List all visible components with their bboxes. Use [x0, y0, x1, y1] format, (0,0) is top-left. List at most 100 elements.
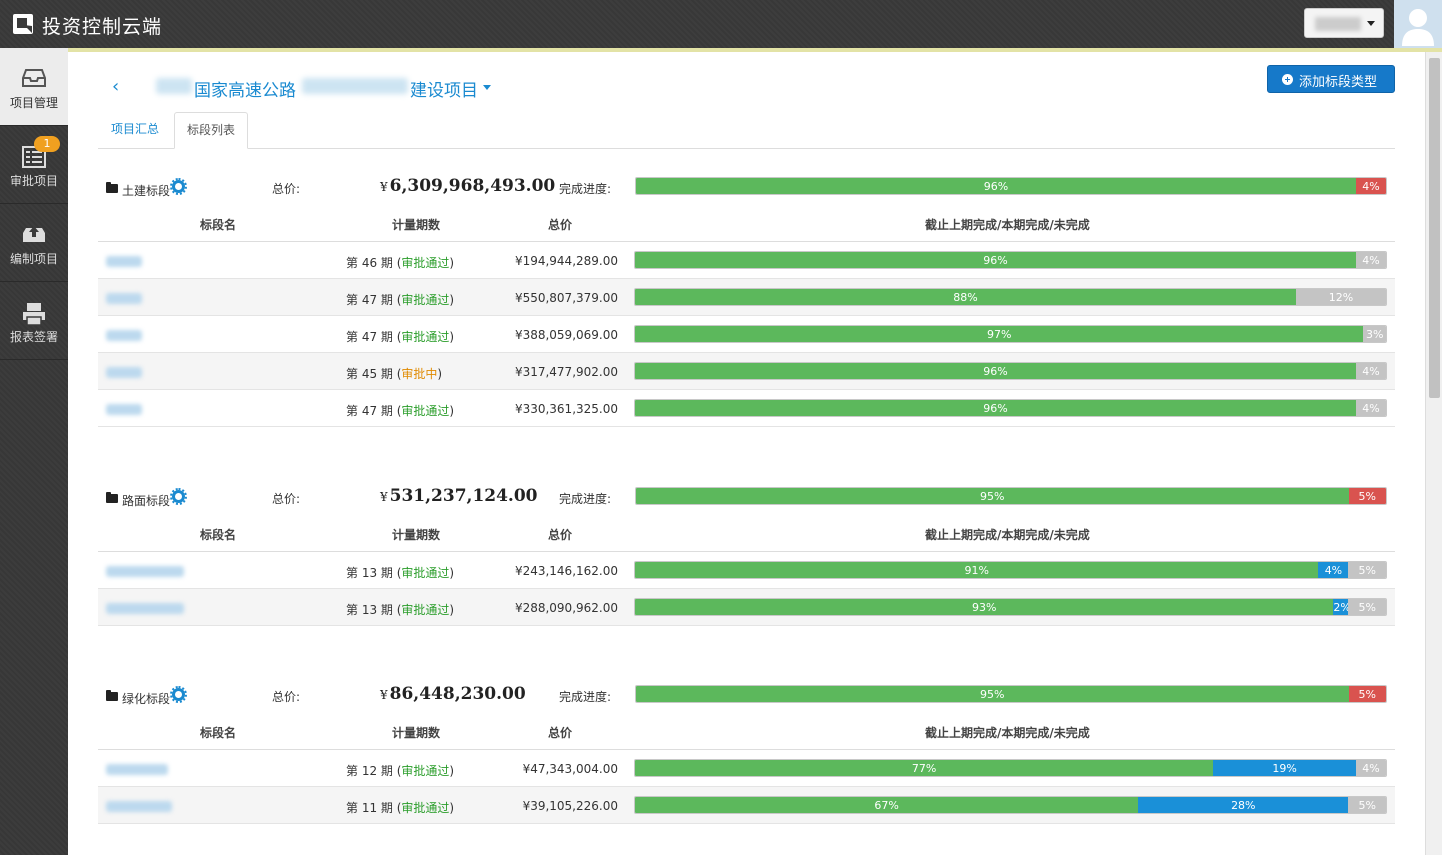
col-total-header: 总价: [548, 726, 573, 740]
progress-done-segment: 97%: [635, 326, 1364, 342]
section-row-name-redacted[interactable]: [106, 764, 168, 775]
approval-status: 审批通过: [401, 293, 450, 307]
col-total-header: 总价: [548, 218, 573, 232]
section-row-name-redacted[interactable]: [106, 256, 142, 267]
progress-current-segment: 2%: [1333, 599, 1349, 615]
scrollbar-track[interactable]: [1425, 52, 1442, 855]
period-cell: 第 47 期 (审批通过): [346, 330, 455, 344]
table-row: 第 45 期 (审批中) ¥317,477,902.00 96% 4%: [98, 353, 1395, 390]
progress-remaining-segment: 3%: [1363, 326, 1386, 342]
progress-done-segment: 96%: [635, 363, 1356, 379]
sidebar-item-compile[interactable]: 编制项目: [0, 204, 68, 282]
approval-status: 审批通过: [401, 764, 450, 778]
back-chevron-icon[interactable]: ‹: [112, 76, 120, 97]
section-row-name-redacted[interactable]: [106, 367, 142, 378]
period-cell: 第 45 期 (审批中): [346, 367, 443, 381]
sidebar-item-approval[interactable]: 1 审批项目: [0, 126, 68, 204]
period-cell: 第 46 期 (审批通过): [346, 256, 455, 270]
progress-remaining-segment: 4%: [1355, 363, 1386, 379]
row-progress-bar: 67% 28% 5%: [634, 796, 1387, 814]
row-amount: ¥388,059,069.00: [514, 328, 618, 342]
table-header: 标段名 计量期数 总价 截止上期完成/本期完成/未完成: [98, 204, 1395, 242]
row-progress-bar: 77% 19% 4%: [634, 759, 1387, 777]
progress-done-segment: 67%: [635, 797, 1139, 813]
row-progress-bar: 91% 4% 5%: [634, 561, 1387, 579]
approval-status: 审批通过: [401, 256, 450, 270]
add-section-type-button[interactable]: 添加标段类型: [1267, 65, 1395, 93]
row-amount: ¥47,343,004.00: [522, 762, 618, 776]
top-bar: 投资控制云端: [0, 0, 1442, 48]
folder-icon: [106, 690, 118, 701]
col-progress-header: 截止上期完成/本期完成/未完成: [925, 528, 1090, 542]
row-progress-bar: 96% 4%: [634, 399, 1387, 417]
progress-done-segment: 77%: [635, 760, 1214, 776]
section-row-name-redacted[interactable]: [106, 801, 172, 812]
section-header: 土建标段 总价: ¥6,309,968,493.00 完成进度: 96% 4%: [98, 168, 1395, 204]
approval-status: 审批通过: [401, 603, 450, 617]
progress-done-segment: 96%: [635, 252, 1356, 268]
section-row-name-redacted[interactable]: [106, 404, 142, 415]
progress-done-segment: 96%: [636, 178, 1356, 194]
progress-done-segment: 96%: [635, 400, 1356, 416]
table-row: 第 13 期 (审批通过) ¥288,090,962.00 93%2%5%: [98, 589, 1395, 626]
row-amount: ¥550,807,379.00: [514, 291, 618, 305]
table-header: 标段名 计量期数 总价 截止上期完成/本期完成/未完成: [98, 712, 1395, 750]
printer-icon: [23, 303, 45, 326]
sidebar-item-label: 编制项目: [9, 252, 58, 266]
user-icon: [1402, 9, 1434, 46]
row-progress-bar: 93%2%5%: [634, 598, 1387, 616]
sidebar-item-project-management[interactable]: 项目管理: [0, 48, 68, 126]
gear-icon[interactable]: [170, 178, 187, 195]
section-total: ¥86,448,230.00: [380, 684, 526, 704]
checklist-icon: [22, 146, 46, 168]
progress-remaining-segment: 12%: [1295, 289, 1386, 305]
progress-current-segment: 19%: [1213, 760, 1356, 776]
approval-status: 审批通过: [401, 330, 450, 344]
scrollbar-thumb[interactable]: [1429, 58, 1440, 398]
row-amount: ¥243,146,162.00: [514, 564, 618, 578]
col-name-header: 标段名: [200, 726, 237, 740]
row-amount: ¥194,944,289.00: [514, 254, 618, 268]
progress-label: 完成进度:: [559, 182, 612, 196]
row-amount: ¥317,477,902.00: [514, 365, 618, 379]
row-amount: ¥330,361,325.00: [514, 402, 618, 416]
col-total-header: 总价: [548, 528, 573, 542]
progress-done-segment: 91%: [635, 562, 1319, 578]
section-name: 绿化标段: [122, 692, 171, 706]
sidebar-item-report-sign[interactable]: 报表签署: [0, 282, 68, 360]
project-title-suffix[interactable]: 建设项目: [410, 81, 478, 101]
gear-icon[interactable]: [170, 488, 187, 505]
add-section-type-label: 添加标段类型: [1299, 75, 1378, 90]
section-total: ¥6,309,968,493.00: [380, 176, 556, 196]
approval-count-badge: 1: [34, 136, 60, 152]
section-progress-bar: 96% 4%: [635, 177, 1387, 195]
progress-done-segment: 88%: [635, 289, 1296, 305]
plus-circle-icon: [1282, 74, 1293, 85]
tab-project-summary[interactable]: 项目汇总: [110, 122, 159, 136]
project-title[interactable]: 国家高速公路: [194, 81, 296, 101]
section-row-name-redacted[interactable]: [106, 603, 184, 614]
row-amount: ¥39,105,226.00: [522, 799, 618, 813]
progress-remaining-segment: 5%: [1348, 599, 1386, 615]
period-cell: 第 11 期 (审批通过): [346, 801, 455, 815]
col-period-header: 计量期数: [392, 528, 441, 542]
sidebar-item-label: 报表签署: [9, 330, 58, 344]
tab-section-list[interactable]: 标段列表: [174, 112, 248, 149]
avatar[interactable]: [1394, 0, 1442, 48]
section-row-name-redacted[interactable]: [106, 293, 142, 304]
table-row: 第 13 期 (审批通过) ¥243,146,162.00 91% 4% 5%: [98, 552, 1395, 589]
period-cell: 第 13 期 (审批通过): [346, 566, 455, 580]
progress-label: 完成进度:: [559, 690, 612, 704]
header-accent-strip: [68, 48, 1442, 52]
user-dropdown[interactable]: [1304, 8, 1384, 38]
chevron-down-icon[interactable]: [483, 85, 491, 90]
folder-icon: [106, 182, 118, 193]
approval-status: 审批中: [401, 367, 438, 381]
section-row-name-redacted[interactable]: [106, 566, 184, 577]
section-total: ¥531,237,124.00: [380, 486, 538, 506]
app-title: 投资控制云端: [42, 16, 163, 38]
progress-label: 完成进度:: [559, 492, 612, 506]
section-row-name-redacted[interactable]: [106, 330, 142, 341]
gear-icon[interactable]: [170, 686, 187, 703]
total-label: 总价:: [272, 492, 301, 506]
